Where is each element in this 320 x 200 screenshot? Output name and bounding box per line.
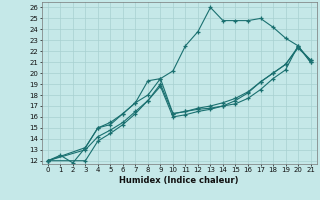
X-axis label: Humidex (Indice chaleur): Humidex (Indice chaleur) — [119, 176, 239, 185]
